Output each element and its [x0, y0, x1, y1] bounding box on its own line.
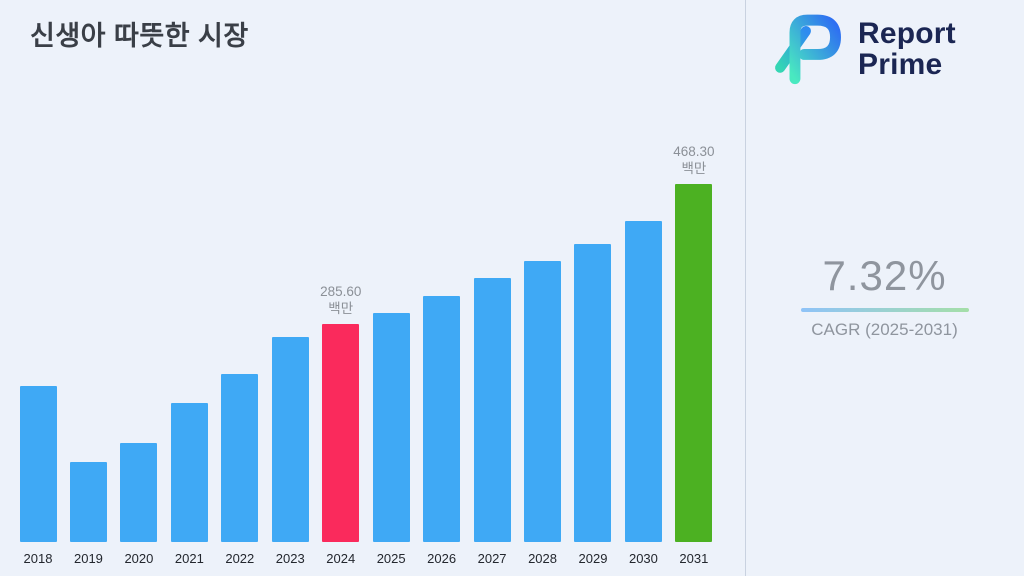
bar-cell-2018: 2018	[16, 386, 60, 566]
bar-cell-2022: 2022	[218, 374, 262, 566]
page-title: 신생아 따뜻한 시장	[30, 21, 249, 51]
bar-2029	[574, 244, 612, 542]
bar-2022	[221, 374, 259, 542]
x-axis-label-2021: 2021	[174, 551, 204, 566]
bar-2018	[19, 386, 57, 542]
x-axis-label-2020: 2020	[124, 551, 154, 566]
bar-cell-2031: 468.30 백만 2031	[672, 143, 716, 566]
bar-2031	[675, 184, 713, 542]
bar-2028	[524, 261, 562, 542]
bar-2025	[372, 313, 410, 542]
bar-cell-2021: 2021	[167, 403, 211, 566]
logo-text-line2: Prime	[858, 48, 943, 81]
x-axis-label-2022: 2022	[225, 551, 255, 566]
bar-2026	[423, 296, 461, 542]
x-axis-label-2025: 2025	[376, 551, 406, 566]
x-axis-label-2031: 2031	[679, 551, 709, 566]
bar-chart: 2018 2019 2020 2021 2022 2023 285.60 백만 2024 2025…	[16, 143, 716, 566]
x-axis-label-2018: 2018	[23, 551, 53, 566]
x-axis-label-2029: 2029	[578, 551, 608, 566]
cagr-label: CAGR (2025-2031)	[811, 320, 958, 339]
x-axis-label-2024: 2024	[326, 551, 356, 566]
x-axis-label-2028: 2028	[528, 551, 557, 566]
bar-cell-2026: 2026	[420, 296, 464, 566]
bar-2027	[473, 278, 511, 542]
logo-text: Report Prime	[858, 16, 956, 81]
logo-text-line1: Report	[858, 16, 956, 50]
bar-2020	[120, 443, 158, 542]
x-axis-label-2026: 2026	[427, 551, 457, 566]
x-axis-label-2027: 2027	[477, 551, 507, 566]
bar-2030	[624, 221, 662, 542]
bar-cell-2024: 285.60 백만 2024	[319, 283, 363, 566]
x-axis-label-2030: 2030	[628, 551, 658, 566]
bar-cell-2023: 2023	[268, 337, 312, 566]
bar-value-label-2024: 285.60 백만	[320, 283, 362, 317]
cagr-stat-block: 7.32% CAGR (2025-2031)	[762, 252, 1007, 340]
report-prime-logo-icon	[775, 14, 841, 85]
report-prime-logo: Report Prime	[770, 10, 1000, 88]
x-axis-label-2019: 2019	[73, 551, 103, 566]
bar-cell-2019: 2019	[66, 462, 110, 566]
cagr-underline	[800, 308, 969, 312]
bar-value-label-2031: 468.30 백만	[673, 143, 715, 177]
bar-2019	[69, 462, 107, 542]
bar-cell-2029: 2029	[571, 244, 615, 566]
cagr-value: 7.32%	[822, 252, 947, 299]
bar-cell-2028: 2028	[521, 261, 565, 566]
x-axis-label-2023: 2023	[275, 551, 305, 566]
bar-cell-2030: 2030	[621, 221, 665, 566]
bar-cell-2027: 2027	[470, 278, 514, 566]
bar-cell-2025: 2025	[369, 313, 413, 566]
bar-cell-2020: 2020	[117, 443, 161, 566]
bar-2024	[322, 324, 360, 542]
bar-2023	[271, 337, 309, 542]
vertical-divider	[745, 0, 746, 576]
bar-2021	[170, 403, 208, 542]
